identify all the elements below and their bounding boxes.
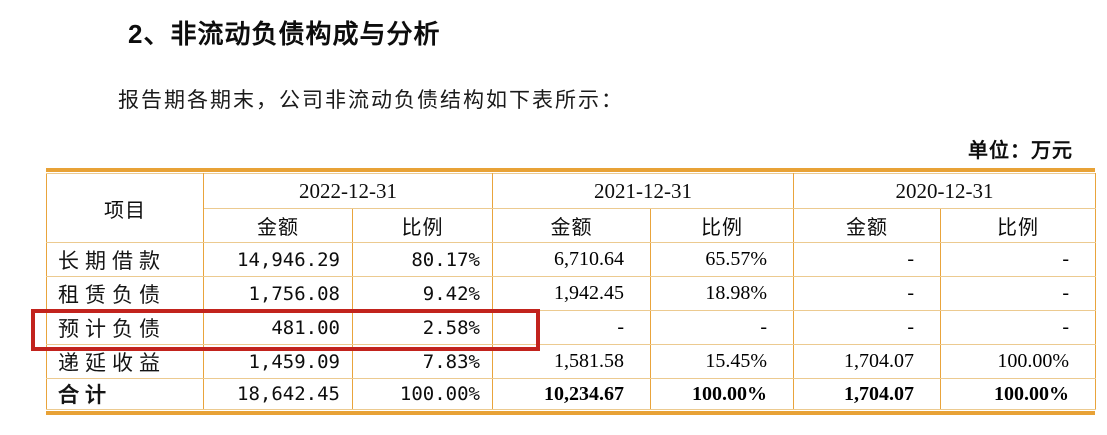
table-header-item: 项目 <box>46 173 204 243</box>
table-row-estimated-liabilities: 预计负债 481.00 2.58% - - - - <box>46 310 1096 345</box>
table-row-lease-liabilities: 租赁负债 1,756.08 9.42% 1,942.45 18.98% - - <box>46 276 1096 311</box>
ratio-cell: - <box>940 310 1096 345</box>
ratio-cell: 100.00% <box>940 344 1096 379</box>
amount-cell: 1,704.07 <box>793 344 941 379</box>
row-label: 租赁负债 <box>46 276 204 311</box>
ratio-cell: - <box>940 242 1096 277</box>
ratio-cell: 9.42% <box>352 276 493 311</box>
amount-cell: 6,710.64 <box>492 242 651 277</box>
ratio-cell: 80.17% <box>352 242 493 277</box>
ratio-cell: 7.83% <box>352 344 493 379</box>
table-header-period-2020: 2020-12-31 <box>793 173 1096 209</box>
amount-cell: - <box>793 242 941 277</box>
amount-cell: 1,581.58 <box>492 344 651 379</box>
amount-cell: 1,459.09 <box>203 344 353 379</box>
ratio-cell: 100.00% <box>352 378 493 410</box>
table-header-period-2022: 2022-12-31 <box>203 173 493 209</box>
table-row-deferred-income: 递延收益 1,459.09 7.83% 1,581.58 15.45% 1,70… <box>46 344 1096 379</box>
row-label: 预计负债 <box>46 310 204 345</box>
row-label: 合计 <box>46 378 204 410</box>
amount-cell: 10,234.67 <box>492 378 651 410</box>
liabilities-table-wrapper: 项目 2022-12-31 2021-12-31 2020-12-31 金额 比… <box>46 168 1096 415</box>
intro-text: 报告期各期末，公司非流动负债结构如下表所示： <box>118 88 624 112</box>
ratio-cell: 15.45% <box>650 344 794 379</box>
ratio-cell: - <box>940 276 1096 311</box>
amount-cell: 14,946.29 <box>203 242 353 277</box>
table-header-amount: 金额 <box>203 208 353 243</box>
liabilities-table: 项目 2022-12-31 2021-12-31 2020-12-31 金额 比… <box>46 173 1096 410</box>
table-header-amount: 金额 <box>492 208 651 243</box>
ratio-cell: - <box>650 310 794 345</box>
ratio-cell: 65.57% <box>650 242 794 277</box>
row-label: 长期借款 <box>46 242 204 277</box>
table-row-total: 合计 18,642.45 100.00% 10,234.67 100.00% 1… <box>46 378 1096 410</box>
amount-cell: - <box>793 310 941 345</box>
amount-cell: - <box>492 310 651 345</box>
table-header-ratio: 比例 <box>352 208 493 243</box>
table-row-long-term-loans: 长期借款 14,946.29 80.17% 6,710.64 65.57% - … <box>46 242 1096 277</box>
ratio-cell: 18.98% <box>650 276 794 311</box>
amount-cell: - <box>793 276 941 311</box>
ratio-cell: 100.00% <box>940 378 1096 410</box>
amount-cell: 1,704.07 <box>793 378 941 410</box>
table-header-ratio: 比例 <box>650 208 794 243</box>
row-label: 递延收益 <box>46 344 204 379</box>
amount-cell: 1,756.08 <box>203 276 353 311</box>
ratio-cell: 100.00% <box>650 378 794 410</box>
table-header-period-2021: 2021-12-31 <box>492 173 794 209</box>
unit-label: 单位：万元 <box>968 140 1073 162</box>
amount-cell: 18,642.45 <box>203 378 353 410</box>
amount-cell: 481.00 <box>203 310 353 345</box>
table-header-amount: 金额 <box>793 208 941 243</box>
ratio-cell: 2.58% <box>352 310 493 345</box>
table-header-ratio: 比例 <box>940 208 1096 243</box>
section-title: 2、非流动负债构成与分析 <box>128 19 441 49</box>
amount-cell: 1,942.45 <box>492 276 651 311</box>
